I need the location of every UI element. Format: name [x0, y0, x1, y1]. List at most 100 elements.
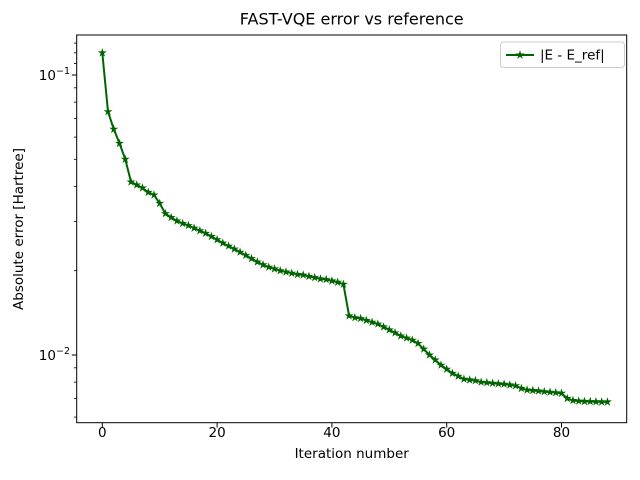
data-point-star-marker [585, 396, 595, 406]
data-point-star-marker [201, 228, 211, 238]
data-point-star-marker [413, 338, 423, 348]
data-point-star-marker [488, 378, 498, 387]
data-point-star-marker [293, 269, 302, 279]
data-point-star-marker [562, 393, 572, 403]
data-point-star-marker [568, 395, 578, 405]
data-point-star-marker [591, 397, 601, 406]
legend-frame [500, 41, 625, 68]
x-tick-label: 40 [323, 425, 340, 441]
data-point-star-marker [470, 375, 480, 385]
y-tick-label: 10−1 [39, 66, 70, 84]
data-point-star-marker [453, 371, 463, 380]
data-point-star-marker [338, 279, 348, 288]
data-point-star-marker [551, 387, 561, 397]
data-point-star-marker [229, 244, 239, 253]
data-point-star-marker [143, 187, 153, 197]
x-tick-label: 0 [98, 425, 107, 441]
data-point-star-marker [350, 312, 360, 322]
data-point-star-marker [407, 335, 417, 344]
x-tick-label: 20 [209, 425, 226, 441]
data-point-star-marker [264, 262, 274, 271]
series-line [101, 51, 609, 403]
data-point-star-marker [195, 226, 205, 235]
data-point-star-marker [316, 274, 325, 283]
data-point-star-marker [436, 360, 446, 369]
data-point-star-marker [235, 247, 245, 256]
plot-area-border [76, 34, 628, 424]
chart-title: FAST-VQE error vs reference [240, 10, 464, 29]
data-point-star-marker [516, 383, 526, 393]
y-tick-label: 10−2 [39, 346, 70, 364]
data-point-star-marker [155, 198, 165, 208]
data-point-star-marker [189, 223, 199, 232]
data-point-star-marker [304, 271, 314, 281]
data-point-star-marker [321, 274, 331, 284]
data-point-star-marker [120, 154, 130, 164]
data-point-star-marker [396, 331, 406, 340]
data-point-star-marker [597, 397, 607, 406]
data-point-star-marker [379, 322, 388, 331]
data-point-star-marker [178, 218, 188, 228]
legend: |E - E_ref| [500, 41, 625, 68]
x-tick-label: 80 [553, 425, 570, 441]
data-point-star-marker [402, 333, 411, 342]
legend-entry-label: |E - E_ref| [540, 48, 605, 64]
data-point-star-marker [367, 317, 377, 326]
axes-layer: 0 20 40 60 80 10−1 10−2 [39, 34, 628, 441]
data-point-star-marker [344, 311, 354, 320]
data-point-star-marker [580, 396, 589, 406]
data-point-star-marker [166, 212, 176, 222]
data-point-star-marker [109, 124, 119, 134]
data-point-star-marker [333, 277, 343, 286]
data-point-star-marker [384, 325, 394, 334]
data-point-star-marker [511, 381, 520, 390]
data-point-star-marker [459, 374, 469, 383]
x-tick-label: 60 [438, 425, 455, 441]
legend-star-marker-icon [515, 50, 525, 59]
data-point-star-marker [252, 257, 262, 266]
data-point-star-marker [373, 319, 383, 328]
data-point-star-marker [115, 138, 124, 148]
data-point-star-marker [361, 315, 371, 325]
data-point-star-marker [476, 377, 486, 386]
data-point-star-marker [505, 380, 515, 389]
data-point-star-marker [522, 385, 532, 394]
data-point-star-marker [539, 386, 549, 396]
data-point-star-marker [258, 260, 268, 269]
data-point-star-marker [241, 250, 251, 260]
data-point-star-marker [499, 379, 509, 388]
data-point-star-marker [138, 183, 147, 192]
data-point-star-marker [224, 241, 233, 250]
data-point-star-marker [545, 387, 555, 396]
data-point-star-marker [327, 276, 337, 285]
data-point-star-marker [281, 267, 291, 276]
data-point-star-marker [206, 231, 216, 241]
data-point-star-marker [149, 190, 159, 199]
data-point-star-marker [172, 216, 182, 225]
data-point-star-marker [430, 355, 440, 364]
data-point-star-marker [161, 208, 170, 218]
data-point-star-marker [183, 220, 193, 230]
series-layer [97, 48, 612, 406]
data-point-star-marker [275, 266, 285, 275]
data-point-star-marker [534, 386, 543, 395]
data-point-star-marker [603, 397, 612, 406]
data-point-star-marker [356, 313, 366, 323]
data-point-star-marker [448, 368, 457, 378]
data-point-star-marker [442, 364, 452, 373]
data-point-star-marker [425, 350, 434, 359]
data-point-star-marker [97, 48, 107, 57]
data-point-star-marker [287, 268, 297, 277]
x-axis-label: Iteration number [295, 446, 410, 462]
data-point-star-marker [126, 177, 136, 186]
data-point-star-marker [132, 180, 142, 189]
data-point-star-marker [574, 396, 584, 405]
data-point-star-marker [557, 388, 566, 398]
y-axis-label: Absolute error [Hartree] [11, 148, 27, 310]
data-point-star-marker [270, 264, 279, 273]
data-point-star-marker [419, 344, 429, 353]
data-point-star-marker [390, 328, 400, 337]
data-point-star-marker [247, 253, 256, 263]
